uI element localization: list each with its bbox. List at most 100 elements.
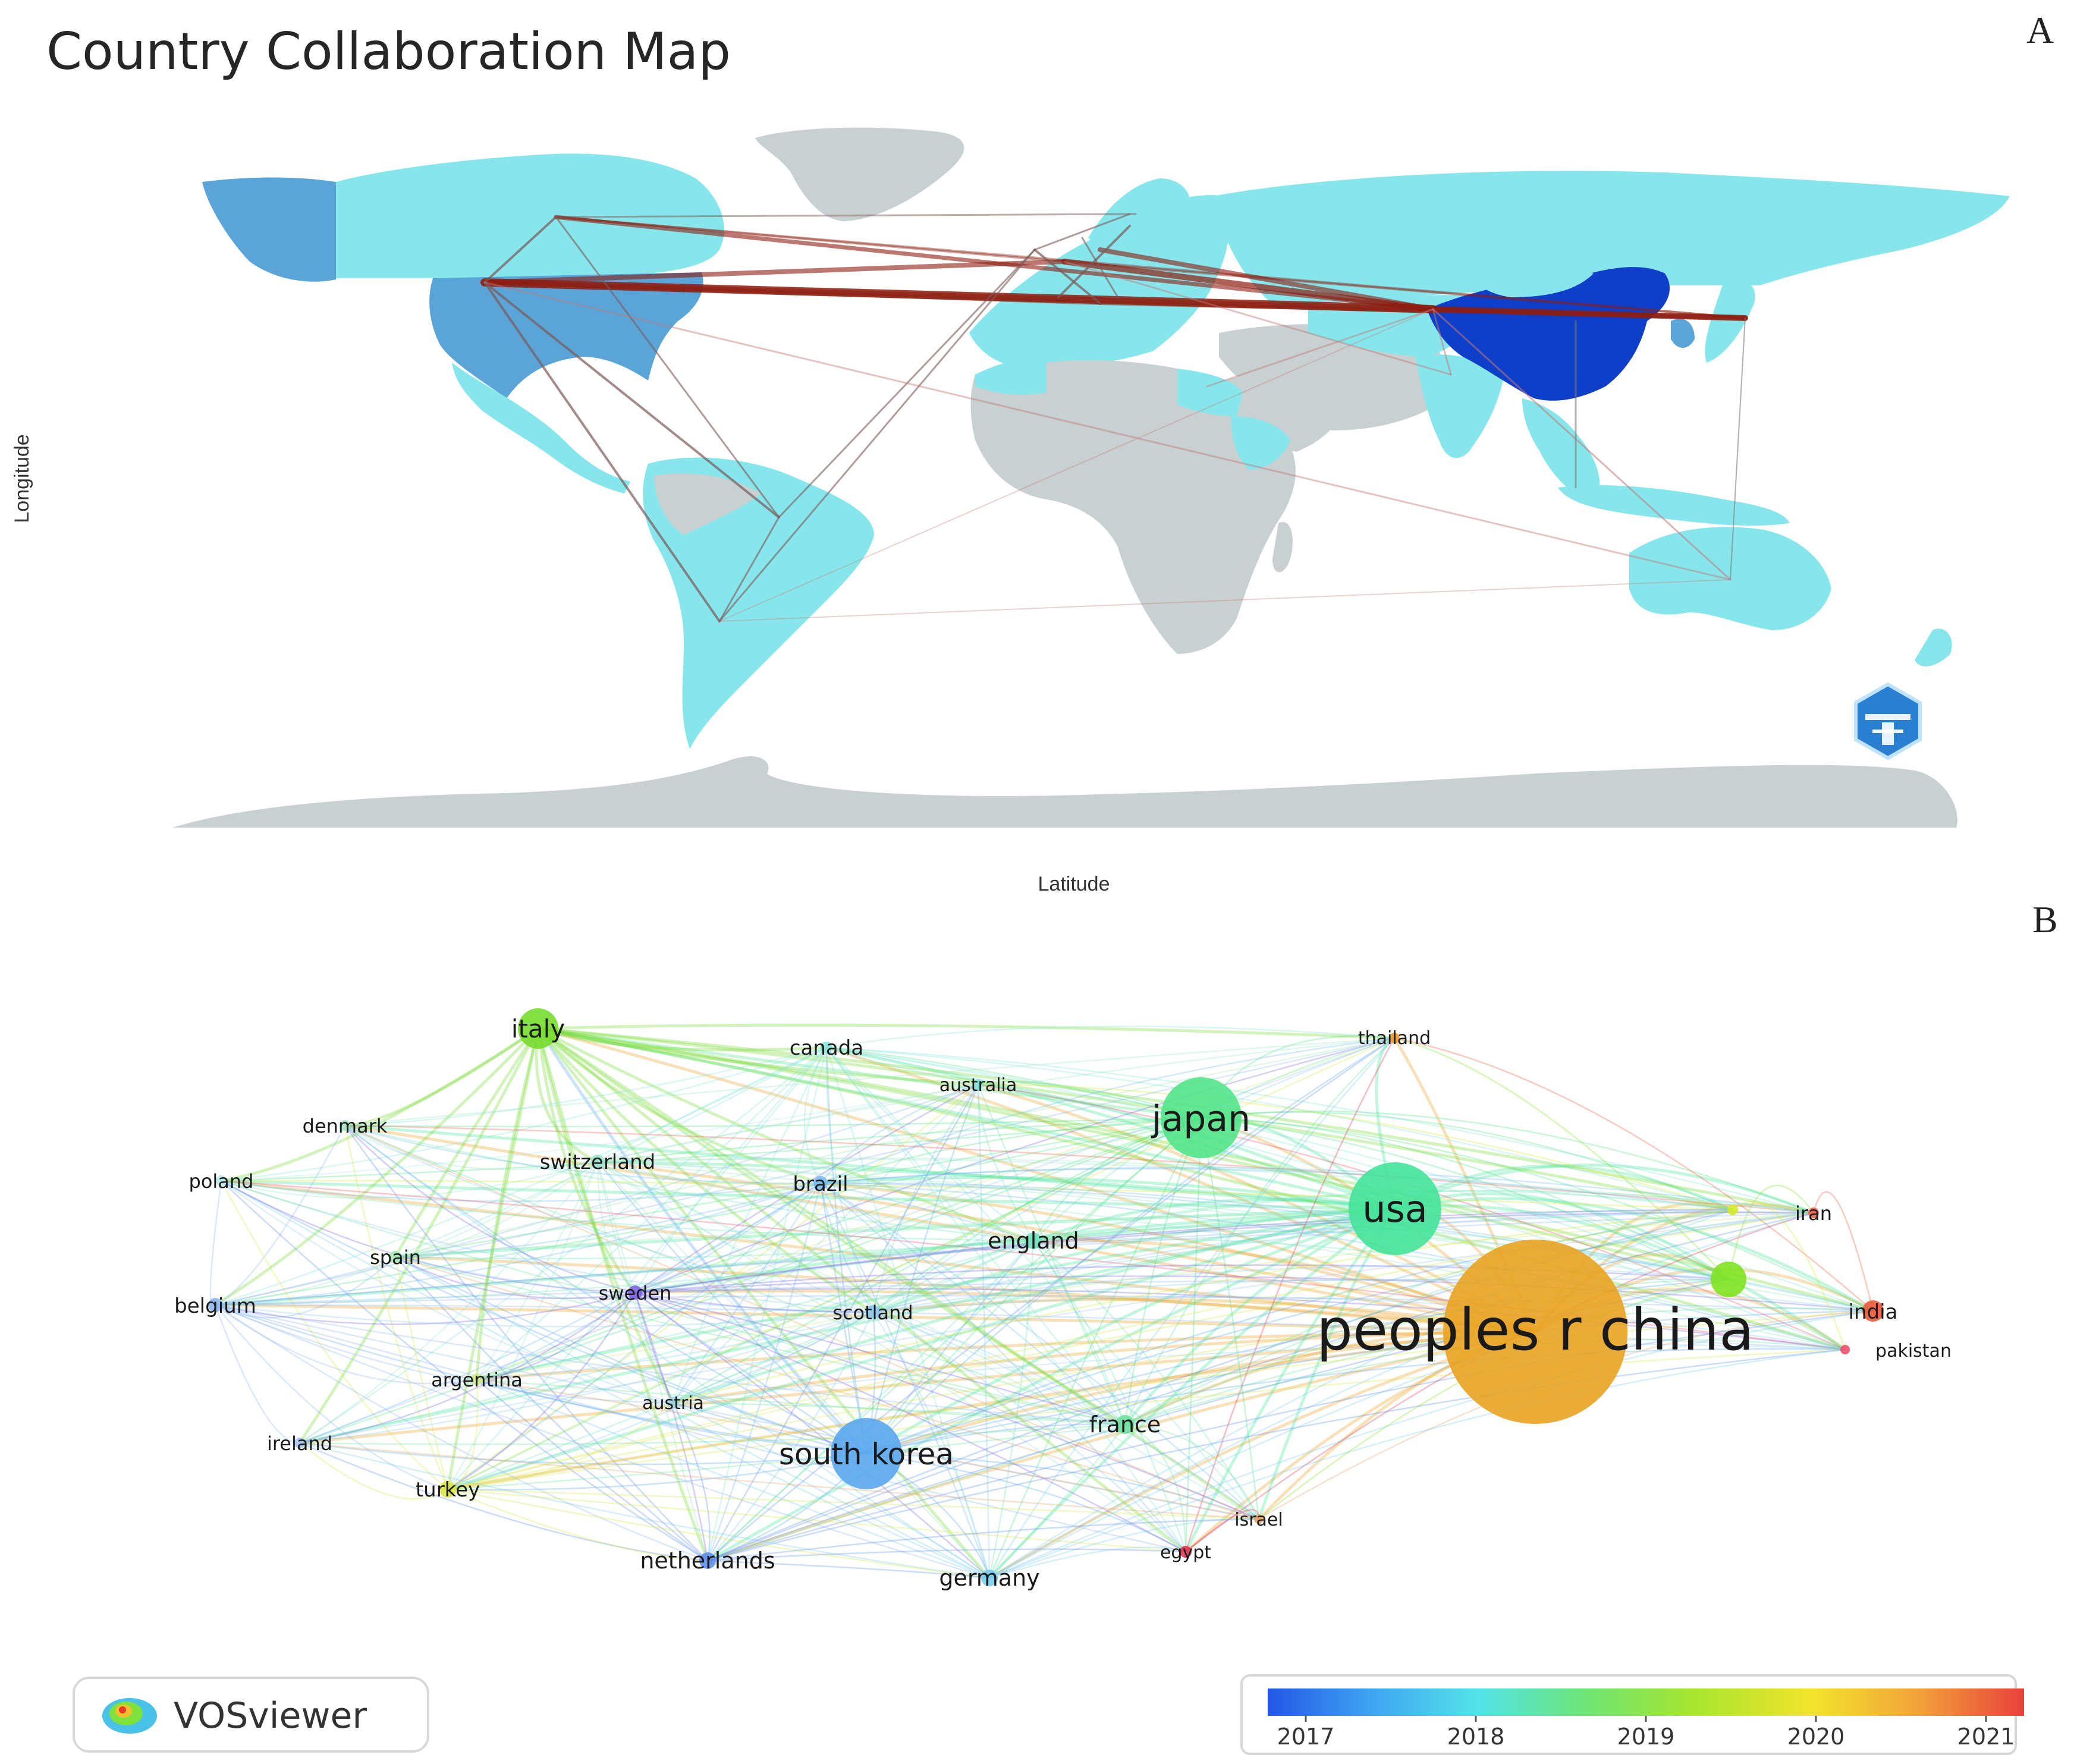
land-antarctica [172,756,1957,828]
node-australia[interactable] [973,1079,983,1090]
node-india[interactable] [1862,1300,1884,1322]
node-brazil[interactable] [813,1176,828,1190]
network-edge [215,1083,979,1306]
node-iran[interactable] [1808,1208,1819,1218]
network-edge [597,1161,1034,1242]
node-unlabeled-green[interactable] [1711,1262,1746,1297]
network-edge [395,1182,821,1258]
network-edge [597,1160,1396,1210]
network-edge [215,1304,990,1579]
node-sweden[interactable] [628,1285,642,1300]
x-axis-label: Latitude [1038,873,1110,895]
network-edge [476,1292,636,1381]
node-italy[interactable] [518,1008,558,1049]
network-edge [634,1289,1536,1334]
network-edge [299,1047,827,1444]
link-canada-japan [555,216,1746,319]
node-turkey[interactable] [439,1481,456,1498]
node-label-germany: germany [939,1565,1039,1591]
node-spain[interactable] [389,1251,401,1263]
network-edge [989,1424,1126,1579]
network-edge [988,1117,1202,1579]
network-edge [989,1546,1186,1579]
network-edge [447,1379,479,1491]
network-edge [1201,1117,1846,1351]
network-edge [447,1488,1259,1520]
node-south-korea[interactable] [831,1418,902,1489]
network-edge [597,1161,821,1185]
node-england[interactable] [1025,1232,1042,1249]
land-korea [1671,319,1695,348]
node-japan[interactable] [1161,1077,1242,1158]
node-ireland[interactable] [294,1438,305,1448]
network-edge [673,1401,1126,1426]
land-alaska [202,177,336,282]
node-thailand[interactable] [1389,1033,1400,1043]
network-edge [537,1027,874,1314]
network-edge [447,1212,1814,1491]
node-egypt[interactable] [1180,1546,1192,1558]
colorbar-tick-label: 2019 [1617,1724,1675,1750]
network-edge [344,1037,1395,1127]
network-edge [597,1161,1259,1520]
node-unlabeled-yellow[interactable] [1727,1205,1738,1215]
network-edge [866,1348,1846,1455]
network-edge [872,1297,1536,1334]
land-sa-north [654,473,761,535]
network-edge [215,1256,396,1319]
network-edge [447,1037,1395,1491]
node-pakistan[interactable] [1840,1345,1850,1354]
link-usa-italy [483,281,1102,305]
node-label-poland: poland [189,1170,254,1193]
node-usa[interactable] [1349,1162,1441,1255]
node-switzerland[interactable] [590,1155,605,1169]
node-france[interactable] [1115,1415,1135,1434]
network-edge [989,1212,1814,1579]
network-labels: peoples r china usa japan south korea italy c… [174,1014,1952,1591]
node-label-austria: austria [642,1393,704,1414]
network-edge [596,1161,709,1561]
network-edge [707,1117,1202,1561]
network-edge [344,1124,598,1171]
network-edge [826,1046,1733,1211]
node-belgium[interactable] [208,1298,222,1312]
network-edge [819,1183,874,1313]
network-edge [803,1047,828,1184]
node-canada[interactable] [821,1042,832,1054]
node-denmark[interactable] [340,1120,350,1131]
land-mexico [452,363,630,493]
network-edge [866,1117,1202,1454]
network-edge [866,1037,1395,1454]
network-edge [597,1083,979,1163]
node-germany[interactable] [981,1570,998,1586]
network-edge [988,1037,1395,1579]
network-edge [826,1046,1729,1281]
node-label-argentina: argentina [431,1369,523,1391]
node-poland[interactable] [216,1175,227,1186]
network-edge [634,1292,709,1561]
node-israel[interactable] [1254,1514,1264,1524]
node-netherlands[interactable] [699,1552,716,1569]
network-edge [395,1207,1396,1259]
node-scotland[interactable] [866,1305,880,1319]
network-edge [872,1037,1395,1313]
network-edge [536,1028,709,1561]
link-europe-india [1063,260,1452,376]
bibliometrix-hexagon-logo [1854,682,1922,760]
network-edge [820,1182,1126,1425]
network-edge [819,1183,868,1454]
land-south-america [643,457,874,749]
node-austria[interactable] [667,1397,679,1408]
node-argentina[interactable] [471,1373,483,1385]
node-label-denmark: denmark [303,1115,388,1137]
vosviewer-logo: VOSviewer [73,1677,429,1753]
network-edge [634,1182,821,1294]
network-edge [1124,1423,1260,1520]
node-label-india: india [1849,1300,1898,1324]
node-china[interactable] [1443,1240,1627,1424]
network-edge [826,1047,1034,1241]
network-edge [447,1084,979,1491]
network-edge [820,1166,1814,1214]
link-argentina-china [719,309,1434,622]
network-edge [221,1117,1202,1182]
